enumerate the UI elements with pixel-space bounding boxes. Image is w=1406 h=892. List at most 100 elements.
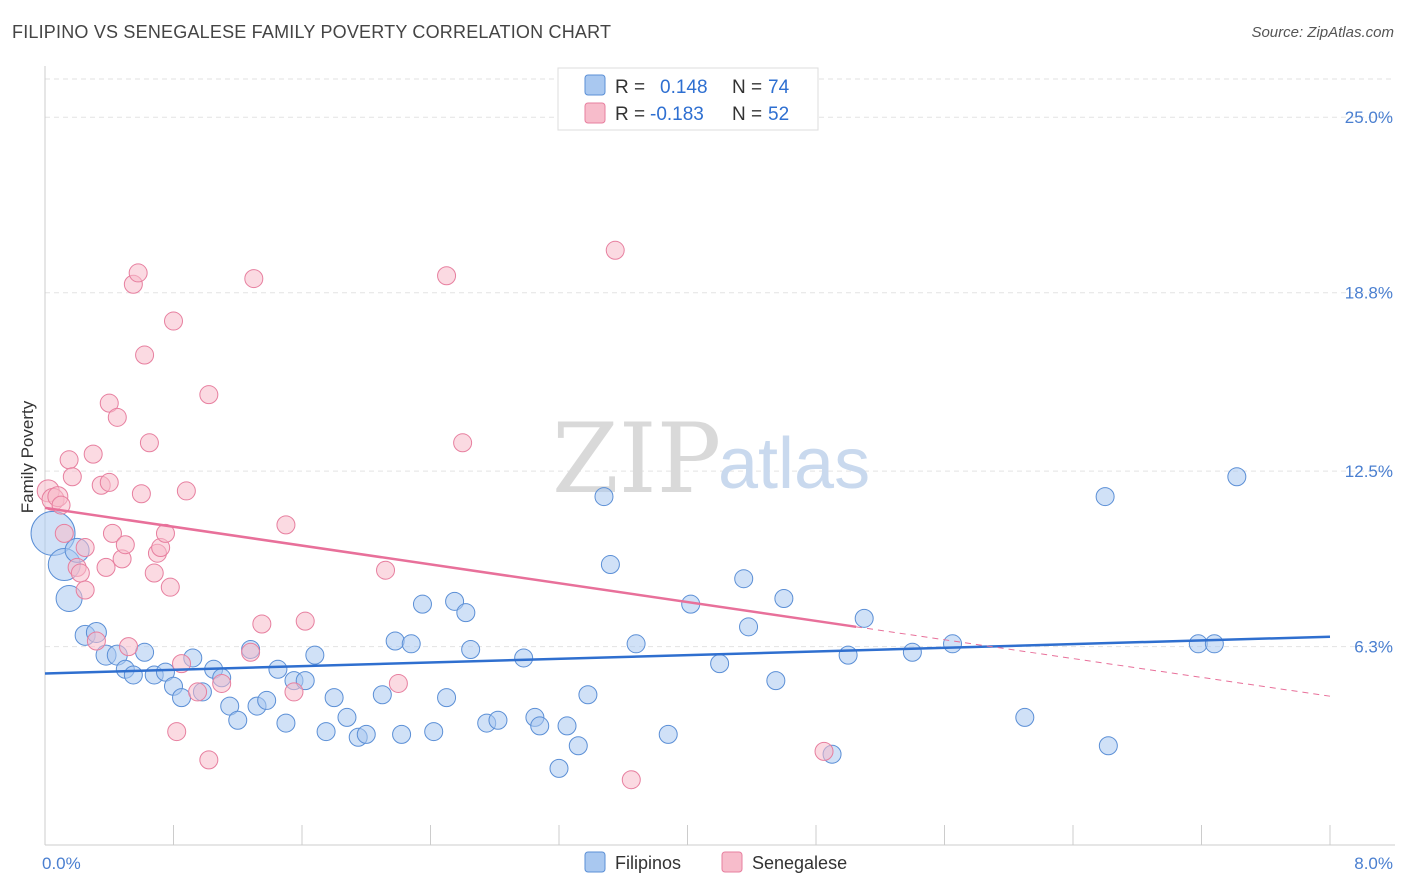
senegalese-point-35: [176, 481, 196, 501]
watermark: ZIP atlas: [552, 403, 870, 515]
filipino-point-50: [557, 716, 577, 736]
senegalese-point-12: [86, 631, 106, 651]
filipino-point-24: [268, 659, 288, 679]
senegalese-point-15: [99, 393, 119, 413]
filipino-point-31: [337, 707, 357, 727]
senegalese-point-38: [199, 750, 219, 770]
senegalese-point-25: [135, 345, 155, 365]
senegalese-point-26: [139, 433, 159, 453]
legend-n-label-filipinos: N =: [732, 77, 762, 98]
gridlines: [45, 78, 1395, 648]
bottom-legend-label-filipinos: Filipinos: [615, 853, 681, 873]
filipino-point-19: [220, 696, 240, 716]
chart-title: FILIPINO VS SENEGALESE FAMILY POVERTY CO…: [12, 22, 612, 42]
filipino-point-66: [902, 642, 922, 662]
filipino-point-60: [739, 617, 759, 637]
senegalese-trend-line: [44, 506, 857, 629]
filipino-point-38: [412, 594, 432, 614]
senegalese-point-23: [128, 263, 148, 283]
filipino-point-28: [305, 645, 325, 665]
senegalese-point-24: [131, 484, 151, 504]
filipino-point-30: [324, 688, 344, 708]
filipino-point-46: [514, 648, 534, 668]
senegalese-point-39: [212, 673, 232, 693]
filipino-point-12: [155, 662, 175, 682]
y-tick-label-3: 6.3%: [1354, 638, 1393, 657]
senegalese-point-6: [62, 467, 82, 487]
senegalese-point-4: [54, 523, 74, 543]
senegalese-point-36: [188, 682, 208, 702]
filipino-point-34: [372, 685, 392, 705]
senegalese-trend-extension: [856, 626, 1331, 697]
filipino-point-69: [1095, 487, 1115, 507]
legend-swatch-filipinos: [584, 74, 606, 96]
filipino-point-25: [276, 713, 296, 733]
legend-swatch-senegalese: [584, 102, 606, 124]
filipino-point-59: [734, 569, 754, 589]
senegalese-point-9: [75, 580, 95, 600]
senegalese-point-46: [376, 560, 396, 580]
filipino-point-48: [530, 716, 550, 736]
y-tick-label-0: 25.0%: [1345, 108, 1393, 127]
senegalese-point-50: [605, 240, 625, 260]
legend-n-value-senegalese: 52: [768, 104, 789, 125]
senegalese-point-52: [814, 741, 834, 761]
senegalese-point-49: [453, 433, 473, 453]
senegalese-point-44: [284, 682, 304, 702]
senegalese-point-32: [164, 311, 183, 331]
axes: [44, 66, 1395, 846]
senegalese-point-51: [621, 770, 641, 790]
filipino-trend-line: [44, 635, 1331, 675]
filipino-point-45: [488, 710, 508, 730]
tick-labels: 25.0% 18.8% 12.5% 6.3% 0.0% 8.0%: [42, 108, 1393, 873]
filipino-point-40: [437, 688, 457, 708]
filipino-point-43: [461, 639, 481, 659]
filipino-point-58: [710, 654, 730, 674]
filipino-point-67: [943, 634, 963, 654]
senegalese-point-11: [83, 444, 103, 464]
filipino-point-36: [392, 724, 412, 744]
x-tick-label-0: 0.0%: [42, 854, 81, 873]
legend-r-label-filipinos: R =: [615, 77, 645, 98]
filipino-point-20: [228, 710, 248, 730]
filipino-point-61: [766, 671, 786, 691]
legend-r-value-senegalese: -0.183: [650, 104, 704, 125]
senegalese-point-43: [276, 515, 296, 535]
filipino-point-49: [549, 758, 569, 778]
senegalese-point-33: [167, 722, 187, 742]
bottom-legend: Filipinos Senegalese: [584, 851, 847, 873]
filipino-point-27: [295, 671, 315, 691]
senegalese-point-47: [388, 673, 408, 693]
y-tick-label-1: 18.8%: [1345, 284, 1393, 303]
senegalese-point-31: [160, 577, 180, 597]
filipino-point-64: [838, 645, 858, 665]
filipino-point-9: [123, 665, 143, 685]
legend-n-value-filipinos: 74: [768, 77, 790, 98]
senegalese-point-10: [75, 538, 95, 558]
x-tick-label-1: 8.0%: [1354, 854, 1393, 873]
bottom-legend-swatch-filipinos: [584, 851, 606, 873]
senegalese-point-40: [241, 642, 261, 662]
filipino-point-42: [456, 603, 476, 623]
filipino-point-41: [445, 591, 465, 611]
filipino-point-29: [316, 722, 336, 742]
bottom-legend-label-senegalese: Senegalese: [752, 853, 847, 873]
senegalese-point-34: [172, 654, 192, 674]
filipino-point-62: [774, 589, 794, 609]
filipino-point-14: [172, 688, 192, 708]
filipino-point-65: [854, 608, 874, 628]
filipino-point-35: [385, 631, 405, 651]
filipino-point-39: [424, 722, 444, 742]
trend-lines: [44, 506, 1331, 697]
senegalese-point-17: [102, 523, 122, 543]
filipino-point-23: [257, 690, 277, 710]
bottom-legend-swatch-senegalese: [721, 851, 743, 873]
filipino-point-73: [1227, 467, 1247, 487]
legend-box: R = 0.148 N = 74 R = -0.183 N = 52: [557, 67, 819, 131]
watermark-zip: ZIP: [552, 403, 721, 515]
source-label: Source: ZipAtlas.com: [1251, 24, 1394, 41]
senegalese-point-14: [96, 557, 116, 577]
filipino-point-33: [356, 724, 376, 744]
filipino-point-54: [600, 555, 620, 575]
senegalese-point-5: [59, 450, 79, 470]
